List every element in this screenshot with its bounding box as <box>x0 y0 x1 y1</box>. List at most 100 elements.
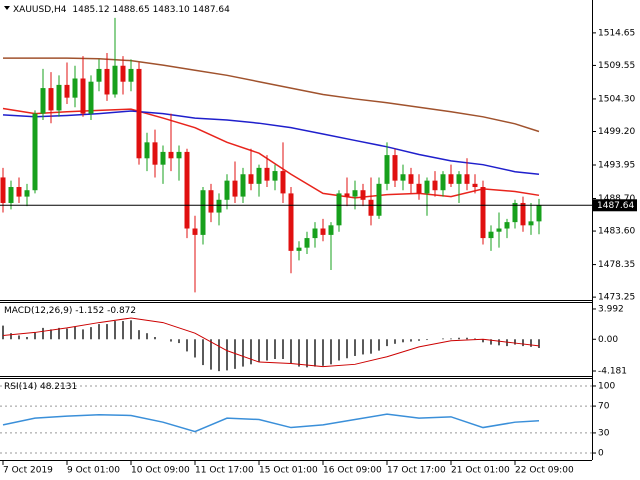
candle-body <box>264 167 270 181</box>
y-tick-label: 100 <box>598 381 615 391</box>
candle-body <box>216 199 222 213</box>
y-tick-label: 0.00 <box>598 335 618 345</box>
candle-body <box>64 84 70 98</box>
high-value: 1488.65 <box>112 5 149 15</box>
x-tick-label: 17 Oct 17:00 <box>387 466 446 476</box>
candle-body <box>176 151 182 159</box>
candle-body <box>144 142 150 159</box>
candle-body <box>24 190 30 197</box>
candle-body <box>408 174 414 184</box>
candle-body <box>96 68 102 82</box>
candle-body <box>536 205 542 222</box>
candle-body <box>200 190 206 235</box>
candle-body <box>88 81 94 114</box>
candle-body <box>184 151 190 229</box>
candle-body <box>112 65 118 95</box>
candle-body <box>512 202 518 223</box>
candle-body <box>80 78 86 114</box>
candle-body <box>240 174 246 197</box>
y-tick-label: 1488.70 <box>598 194 635 204</box>
candle-body <box>120 65 126 82</box>
open-value: 1485.12 <box>72 5 109 15</box>
candle-body <box>160 151 166 165</box>
candle-body <box>520 202 526 226</box>
x-tick-label: 15 Oct 01:00 <box>259 466 318 476</box>
candle-body <box>328 225 334 235</box>
candle-body <box>168 151 174 159</box>
x-tick-label: 7 Oct 2019 <box>3 466 53 476</box>
candle-body <box>528 221 534 226</box>
candle-body <box>440 174 446 191</box>
candle-body <box>336 193 342 226</box>
candle-body <box>392 155 398 181</box>
plot-layer <box>0 17 592 454</box>
candle-body <box>208 190 214 213</box>
chart-header: XAUUSD,H4 1485.12 1488.65 1483.10 1487.6… <box>13 5 230 15</box>
candle-body <box>232 180 238 197</box>
candle-body <box>488 231 494 239</box>
current-price-label: 1487.64 <box>597 201 634 211</box>
candle-body <box>368 199 374 216</box>
close-value: 1487.64 <box>193 5 230 15</box>
candle-body <box>192 228 198 235</box>
y-tick-label: 30 <box>598 428 610 438</box>
macd-name: MACD(12,26,9) <box>4 306 72 316</box>
candle-body <box>48 88 54 111</box>
candle-body <box>104 68 110 95</box>
candle-body <box>72 78 78 98</box>
low-value: 1483.10 <box>153 5 190 15</box>
candle-body <box>288 193 294 251</box>
candle-body <box>256 167 262 184</box>
candle-body <box>504 222 510 229</box>
y-tick-label: 1473.25 <box>598 293 635 303</box>
y-tick-label: 1499.20 <box>598 127 635 137</box>
candle-body <box>344 193 350 197</box>
y-tick-label: 70 <box>598 402 610 412</box>
rsi-label: RSI(14) 48.2131 <box>4 382 77 392</box>
candle-body <box>400 174 406 181</box>
x-tick-label: 22 Oct 09:00 <box>515 466 574 476</box>
candle-body <box>472 183 478 188</box>
candle-body <box>0 177 6 203</box>
moving-average <box>3 57 540 133</box>
y-tick-label: 1509.55 <box>598 61 635 71</box>
macd-signal-value: -0.872 <box>107 306 136 316</box>
candle-body <box>360 190 366 200</box>
y-tick-label: 1493.95 <box>598 161 635 171</box>
moving-average <box>2 110 540 176</box>
rsi-value: 48.2131 <box>40 382 77 392</box>
candle-body <box>224 180 230 200</box>
candle-body <box>432 180 438 191</box>
candle-body <box>40 88 46 114</box>
rsi-name: RSI(14) <box>4 382 37 392</box>
candle-body <box>320 228 326 235</box>
y-tick-label: 0 <box>598 449 604 459</box>
candle-body <box>32 113 38 191</box>
candle-body <box>280 171 286 194</box>
x-tick-label: 11 Oct 17:00 <box>195 466 254 476</box>
candle-body <box>496 228 502 232</box>
candle-body <box>352 190 358 197</box>
y-tick-label: 1514.65 <box>598 28 635 38</box>
candle-body <box>464 174 470 184</box>
candle-body <box>312 228 318 239</box>
candle-body <box>384 155 390 184</box>
y-tick-label: 1504.30 <box>598 94 635 104</box>
candle-body <box>272 171 278 181</box>
symbol: XAUUSD,H4 <box>13 5 67 15</box>
candle-body <box>152 142 158 165</box>
candle-body <box>416 183 422 194</box>
candle-body <box>376 183 382 216</box>
x-tick-label: 9 Oct 01:00 <box>67 466 120 476</box>
x-tick-label: 10 Oct 09:00 <box>131 466 190 476</box>
candle-body <box>248 174 254 184</box>
current-price-box <box>593 199 637 212</box>
candle-body <box>456 174 462 184</box>
candle-body <box>16 187 22 197</box>
candle-body <box>8 187 14 203</box>
candle-body <box>56 84 62 111</box>
y-tick-label: -4.181 <box>598 366 627 376</box>
y-tick-label: 1478.35 <box>598 260 635 270</box>
candle-body <box>480 187 486 239</box>
